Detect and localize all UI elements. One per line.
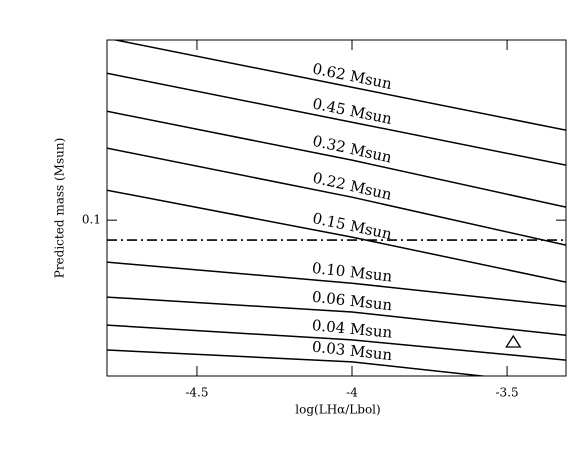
x-tick-label: -4.5 <box>185 386 208 400</box>
mass-curve <box>112 40 566 131</box>
mass-curve <box>107 147 566 246</box>
mass-curve <box>107 296 566 337</box>
plot-frame <box>106 39 567 377</box>
mass-curve <box>107 110 566 208</box>
mass-curve <box>107 324 566 361</box>
data-point <box>505 334 522 348</box>
mass-curve <box>107 261 566 307</box>
curve-label: 0.22 Msun <box>311 169 394 204</box>
x-axis-title: log(LHα/Lbol) <box>295 403 380 417</box>
mass-curve <box>107 189 566 283</box>
mass-curve <box>107 72 566 166</box>
curve-label: 0.32 Msun <box>311 132 394 167</box>
x-tick-label: -3.5 <box>496 386 519 400</box>
plot-area <box>107 40 566 376</box>
curve-label: 0.15 Msun <box>311 209 394 243</box>
y-tick-label: 0.1 <box>82 213 101 227</box>
mass-curve <box>107 349 489 376</box>
y-axis-title: Predicted mass (Msun) <box>53 138 67 279</box>
x-tick-label: -4 <box>346 386 358 400</box>
curve-label: 0.10 Msun <box>311 259 393 286</box>
